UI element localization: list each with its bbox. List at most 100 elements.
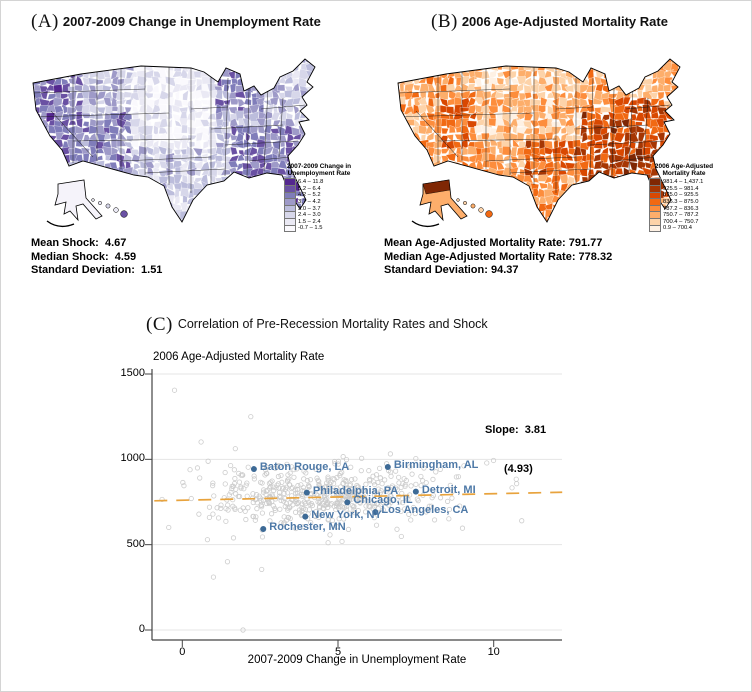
stat-line: Median Age-Adjusted Mortality Rate: 778.… xyxy=(384,250,613,263)
city-label: Detroit, MI xyxy=(421,483,476,496)
legend-bin-row: 6.4 – 11.8 xyxy=(284,178,374,187)
legend-title-line: 2006 Age-Adjusted xyxy=(654,163,714,170)
stat-line: Mean Shock: 4.67 xyxy=(31,237,127,249)
aleutian-islands xyxy=(411,220,440,228)
trend-line xyxy=(154,491,563,502)
state-borders-layer xyxy=(33,66,306,193)
hawaii-island xyxy=(91,198,95,202)
panel-b-mortality-map: (B) 2006 Age-Adjusted Mortality Rate 2006… xyxy=(384,7,744,289)
legend-swatch xyxy=(284,224,296,233)
legend-bin-label: 2.4 – 3.0 xyxy=(298,212,321,219)
panel-b-title: (B) 2006 Age-Adjusted Mortality Rate xyxy=(431,11,668,33)
panel-b-title-text: 2006 Age-Adjusted Mortality Rate xyxy=(461,14,668,29)
legend-bin-label: 5.2 – 6.4 xyxy=(298,185,321,192)
map-b-legend-rows: 981.4 – 1,437.1 925.5 – 981.4 875.0 – 925.… xyxy=(629,178,739,233)
legend-title-line: Unemployment Rate xyxy=(287,170,351,177)
city-dot xyxy=(384,464,391,471)
city-dot xyxy=(412,488,419,495)
y-tick-label: 0 xyxy=(138,623,145,635)
x-tick-label: 0 xyxy=(179,646,186,658)
us-choropleth-map-mortality xyxy=(397,58,681,228)
hawaii-island xyxy=(463,201,467,205)
hawaii-island xyxy=(98,201,102,205)
alaska-inset xyxy=(54,179,103,222)
gridlines-layer xyxy=(152,373,562,631)
city-label: Birmingham, AL xyxy=(393,459,479,471)
legend-bin-row: 925.5 – 981.4 xyxy=(649,185,739,193)
legend-bin-label: -0.7 – 1.5 xyxy=(298,225,323,232)
scatter-points-layer xyxy=(159,387,525,633)
x-tick-label: 5 xyxy=(334,646,342,658)
map-b-summary-stats: Mean Age-Adjusted Mortality Rate: 791.77… xyxy=(384,237,612,278)
y-tick-label: 500 xyxy=(126,537,145,550)
x-axis-title: 2007-2009 Change in Unemployment Rate xyxy=(247,654,467,666)
panel-c-tag: (C) xyxy=(146,314,173,335)
panel-a-title: (A) 2007-2009 Change in Unemployment Rate xyxy=(31,11,321,33)
legend-bin-row: 981.4 – 1,437.1 xyxy=(649,178,739,187)
hawaii-island xyxy=(105,203,111,209)
city-label: Philadelphia, PA xyxy=(312,484,399,497)
stat-line: Standard Deviation: 1.51 xyxy=(31,264,163,276)
panel-c-scatter: (C) Correlation of Pre-Recession Mortalit… xyxy=(1,301,751,691)
city-dot xyxy=(260,525,267,532)
city-dot xyxy=(372,509,379,516)
map-a-legend: 2007-2009 Change in Unemployment Rate 6.4… xyxy=(264,163,374,233)
us-outline xyxy=(32,58,316,223)
us-outline xyxy=(397,58,681,223)
legend-title-line: Mortality Rate xyxy=(662,170,706,177)
legend-bin-row: 3.7 – 4.2 xyxy=(284,198,374,206)
hawaii-island xyxy=(470,203,476,209)
panel-a-tag: (A) xyxy=(31,11,59,32)
city-dot xyxy=(302,513,309,520)
map-a-legend-rows: 6.4 – 11.8 5.2 – 6.4 4.2 – 5.2 3.7 – 4.2 3.0… xyxy=(264,178,374,233)
slope-annotation: Slope: 3.81 (4.93) xyxy=(485,398,546,502)
legend-bin-label: 3.0 – 3.7 xyxy=(298,205,321,212)
us-choropleth-map-unemployment xyxy=(32,58,316,228)
legend-bin-label: 0.9 – 700.4 xyxy=(663,225,693,232)
stat-line: Median Shock: 4.59 xyxy=(31,250,137,263)
hawaii-island xyxy=(485,210,493,218)
legend-bin-row: 700.4 – 750.7 xyxy=(649,217,739,226)
legend-bin-label: 6.4 – 11.8 xyxy=(298,179,324,186)
city-label: Baton Rouge, LA xyxy=(259,461,350,474)
legend-bin-label: 981.4 – 1,437.1 xyxy=(663,179,704,186)
y-axis-title: 2006 Age-Adjusted Mortality Rate xyxy=(153,351,325,363)
city-points-layer xyxy=(250,464,419,532)
legend-bin-row: 836.3 – 875.0 xyxy=(649,198,739,206)
panel-c-title: (C) Correlation of Pre-Recession Mortalit… xyxy=(146,314,488,336)
legend-swatch xyxy=(649,224,661,233)
legend-bin-label: 925.5 – 981.4 xyxy=(663,185,699,192)
legend-bin-row: -0.7 – 1.5 xyxy=(284,224,374,233)
legend-bin-label: 1.5 – 2.4 xyxy=(298,218,321,225)
legend-bin-row: 0.9 – 700.4 xyxy=(649,224,739,233)
stat-line: Mean Age-Adjusted Mortality Rate: 791.77 xyxy=(384,237,603,249)
city-label: Rochester, MN xyxy=(269,520,346,533)
y-tick-label: 1000 xyxy=(120,452,145,465)
hawaii-island xyxy=(456,198,460,202)
city-dot xyxy=(344,499,351,506)
map-b-legend: 2006 Age-Adjusted Mortality Rate 981.4 – … xyxy=(629,163,739,233)
panel-c-title-text: Correlation of Pre-Recession Mortality R… xyxy=(177,317,488,331)
scatter-plot xyxy=(145,369,563,647)
legend-bin-row: 787.2 – 836.3 xyxy=(649,204,739,213)
y-tick-label: 1500 xyxy=(120,367,145,379)
panel-b-tag: (B) xyxy=(431,11,458,32)
city-label: New York, NY xyxy=(311,508,382,521)
state-borders-layer xyxy=(398,66,671,193)
legend-bin-label: 875.0 – 925.5 xyxy=(663,192,699,199)
legend-bin-row: 750.7 – 787.2 xyxy=(649,211,739,220)
legend-bin-label: 750.7 – 787.2 xyxy=(663,212,699,219)
map-a-summary-stats: Mean Shock: 4.67 Median Shock: 4.59 Standa… xyxy=(31,237,162,278)
panel-a-title-text: 2007-2009 Change in Unemployment Rate xyxy=(62,14,321,29)
legend-bin-label: 836.3 – 875.0 xyxy=(663,199,699,206)
legend-title-line: 2007-2009 Change in xyxy=(286,163,352,170)
panel-a-unemployment-map: (A) 2007-2009 Change in Unemployment Rate… xyxy=(19,7,375,289)
legend-bin-row: 1.5 – 2.4 xyxy=(284,217,374,226)
tick-marks-layer xyxy=(145,373,495,647)
city-dot xyxy=(303,489,310,496)
legend-bin-row: 5.2 – 6.4 xyxy=(284,185,374,193)
city-label: Los Angeles, CA xyxy=(381,504,469,517)
legend-bin-row: 3.0 – 3.7 xyxy=(284,204,374,213)
legend-bin-row: 875.0 – 925.5 xyxy=(649,191,739,200)
